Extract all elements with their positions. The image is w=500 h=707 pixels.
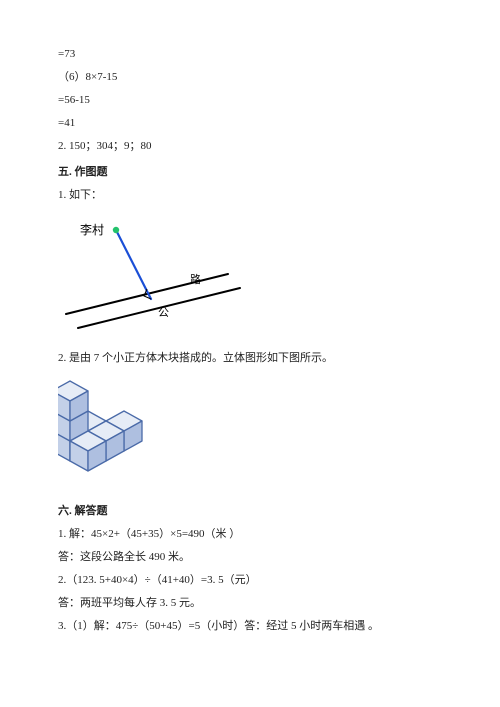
svg-text:李村: 李村 bbox=[80, 222, 104, 237]
answer-line: 2.（123. 5+40×4）÷（41+40）=3. 5（元） bbox=[58, 570, 442, 591]
road-svg: 李村路公 bbox=[58, 216, 258, 336]
page: =73 （6）8×7-15 =56-15 =41 2. 150；304；9；80… bbox=[0, 0, 500, 668]
figure-cubes bbox=[58, 379, 442, 489]
answer-line: 1. 解：45×2+（45+35）×5=490（米 ） bbox=[58, 524, 442, 545]
answer-line: 答：两班平均每人存 3. 5 元。 bbox=[58, 593, 442, 614]
calc-line: （6）8×7-15 bbox=[58, 67, 442, 88]
item-line: 1. 如下： bbox=[58, 185, 442, 206]
calc-line: =41 bbox=[58, 113, 442, 134]
svg-text:路: 路 bbox=[190, 273, 201, 286]
calc-line: 2. 150；304；9；80 bbox=[58, 136, 442, 157]
svg-text:公: 公 bbox=[158, 307, 169, 319]
item-line: 2. 是由 7 个小正方体木块搭成的。立体图形如下图所示。 bbox=[58, 348, 442, 369]
answer-line: 答：这段公路全长 490 米。 bbox=[58, 547, 442, 568]
calc-line: =73 bbox=[58, 44, 442, 65]
figure-road-diagram: 李村路公 bbox=[58, 216, 442, 336]
calc-line: =56-15 bbox=[58, 90, 442, 111]
section-header-5: 五. 作图题 bbox=[58, 162, 442, 183]
cubes-svg bbox=[58, 379, 178, 489]
section-header-6: 六. 解答题 bbox=[58, 501, 442, 522]
answer-line: 3.（1）解：475÷（50+45）=5（小时）答：经过 5 小时两车相遇 。 bbox=[58, 616, 442, 637]
